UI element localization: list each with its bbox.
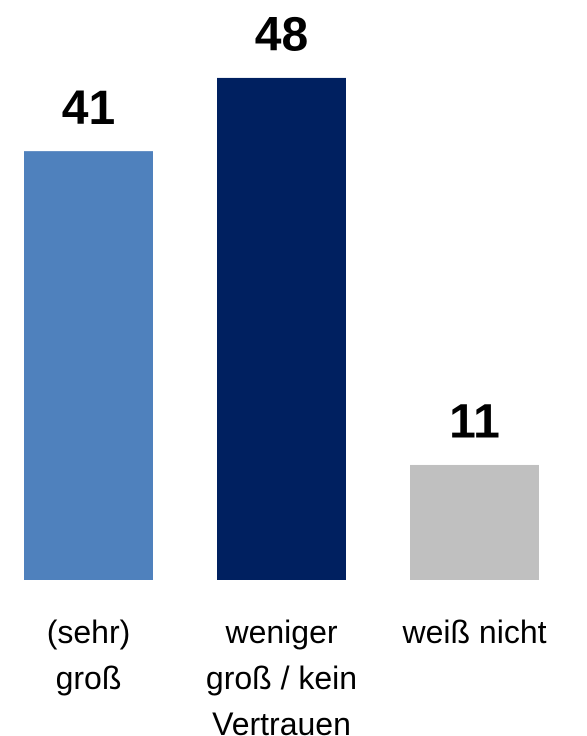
value-label: 48 xyxy=(255,9,308,62)
value-label: 11 xyxy=(449,396,500,449)
category-label: weiß nicht xyxy=(402,614,547,650)
value-label: 41 xyxy=(62,82,115,135)
bar xyxy=(24,151,153,580)
bar xyxy=(217,77,346,581)
category-label: (sehr) groß xyxy=(46,614,131,696)
category-label: weniger groß / kein Vertrauen xyxy=(205,614,358,736)
bar xyxy=(410,464,539,580)
